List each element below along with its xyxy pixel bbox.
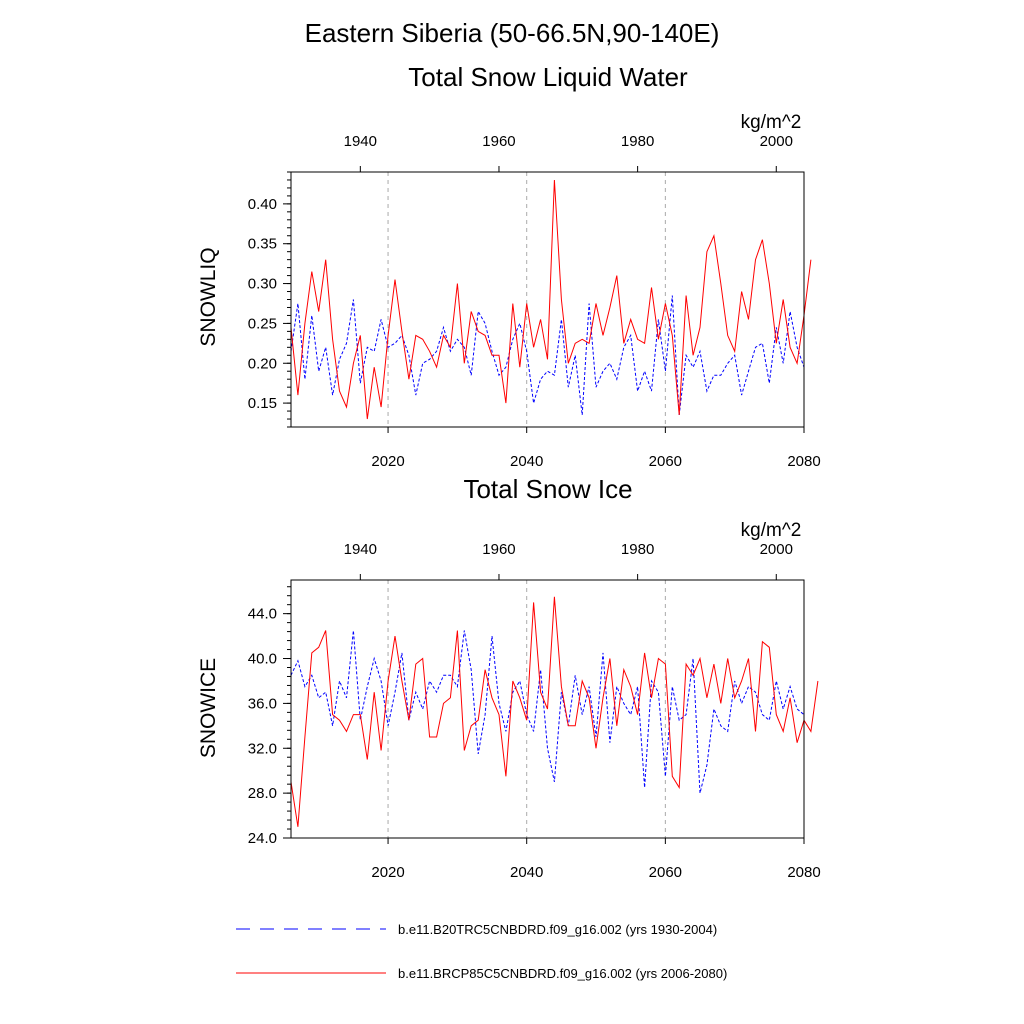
panel1-ytick-label: 0.25	[248, 315, 277, 332]
panel1-ylabel: SNOWLIQ	[197, 247, 220, 346]
panel2-series-historical	[290, 630, 805, 794]
panel2-xtick-bottom-label: 2080	[787, 864, 820, 881]
panel2-xtick-top-label: 1980	[621, 541, 654, 558]
panel2-ylabel: SNOWICE	[197, 658, 220, 758]
panel1-title: Total Snow Liquid Water	[408, 62, 688, 92]
panel1-xtick-top-label: 1980	[621, 133, 654, 150]
panel1-plot: 0.15 0.20 0.25 0.30 0.35 0.40 2020 2040 2060 2080…	[248, 133, 821, 470]
panel1-ytick-label: 0.30	[248, 276, 277, 293]
panel1-xtick-bottom-label: 2060	[649, 453, 682, 470]
panel1-xtick-top-label: 2000	[760, 133, 793, 150]
panel2-xtick-top-label: 1940	[344, 541, 377, 558]
panel2-ytick-label: 24.0	[248, 830, 277, 847]
panel1-xtick-top-label: 1960	[482, 133, 515, 150]
panel1-frame	[290, 171, 805, 428]
legend-future-label: b.e11.BRCP85C5CNBDRD.f09_g16.002 (yrs 20…	[398, 966, 727, 981]
panel2-xtick-top-label: 2000	[760, 541, 793, 558]
panel2-frame	[290, 579, 805, 839]
panel2-ytick-label: 28.0	[248, 785, 277, 802]
panel2-xtick-bottom-label: 2060	[649, 864, 682, 881]
panel2-xtick-bottom-label: 2020	[371, 864, 404, 881]
panel2-xtick-bottom-label: 2040	[510, 864, 543, 881]
panel2-ytick-label: 40.0	[248, 651, 277, 668]
panel1-ytick-label: 0.40	[248, 196, 277, 213]
panel1-ytick-label: 0.20	[248, 355, 277, 372]
panel2-ytick-label: 44.0	[248, 606, 277, 623]
panel1-xtick-bottom-label: 2080	[787, 453, 820, 470]
panel2-title: Total Snow Ice	[463, 474, 632, 504]
panel2-plot: 24.0 28.0 32.0 36.0 40.0 44.0 2020 2040 2060 2080…	[248, 541, 821, 881]
panel1-xtick-top-label: 1940	[344, 133, 377, 150]
panel1-series-future	[290, 179, 812, 420]
panel1-units: kg/m^2	[741, 112, 802, 133]
legend-historical-label: b.e11.B20TRC5CNBDRD.f09_g16.002 (yrs 193…	[398, 922, 717, 937]
panel1-ytick-label: 0.15	[248, 395, 277, 412]
panel2-xtick-top-label: 1960	[482, 541, 515, 558]
panel2-ytick-label: 36.0	[248, 695, 277, 712]
panel1-series-historical	[290, 295, 805, 416]
panel2-ytick-label: 32.0	[248, 740, 277, 757]
figure-title: Eastern Siberia (50-66.5N,90-140E)	[305, 18, 720, 48]
panel1-ytick-label: 0.35	[248, 236, 277, 253]
panel1-xtick-bottom-label: 2040	[510, 453, 543, 470]
panel2-series-future	[290, 596, 819, 827]
panel1-xtick-bottom-label: 2020	[371, 453, 404, 470]
panel2-units: kg/m^2	[741, 520, 802, 541]
